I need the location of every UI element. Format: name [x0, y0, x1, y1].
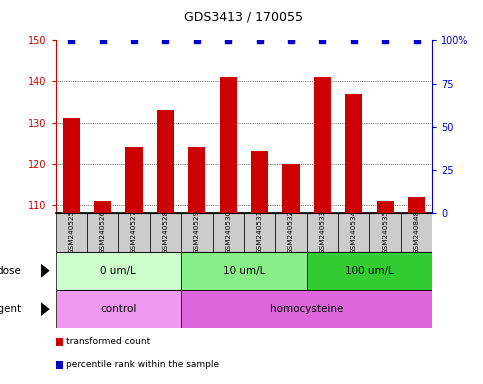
Text: GSM240529: GSM240529 — [194, 210, 200, 255]
Bar — [345, 94, 362, 213]
Text: 100 um/L: 100 um/L — [345, 266, 394, 276]
Bar — [181, 252, 307, 290]
Bar — [56, 290, 181, 328]
Bar — [251, 151, 268, 213]
Text: GSM240533: GSM240533 — [319, 210, 326, 255]
Text: agent: agent — [0, 304, 22, 314]
Bar — [275, 213, 307, 252]
Bar — [56, 252, 181, 290]
Text: homocysteine: homocysteine — [270, 304, 343, 314]
Text: GSM240535: GSM240535 — [382, 210, 388, 255]
Text: 0 um/L: 0 um/L — [100, 266, 136, 276]
Text: GSM240528: GSM240528 — [162, 210, 169, 255]
Bar — [150, 213, 181, 252]
Bar — [307, 252, 432, 290]
Bar — [181, 290, 432, 328]
Bar — [56, 213, 87, 252]
Text: control: control — [100, 304, 137, 314]
Text: GSM240848: GSM240848 — [413, 210, 420, 255]
Text: GSM240534: GSM240534 — [351, 210, 357, 255]
Bar — [244, 213, 275, 252]
Bar — [369, 213, 401, 252]
Bar — [338, 213, 369, 252]
Bar — [126, 147, 142, 213]
Bar — [377, 201, 394, 213]
Text: dose: dose — [0, 266, 22, 276]
Bar — [87, 213, 118, 252]
Text: GSM240525: GSM240525 — [68, 210, 74, 255]
Text: percentile rank within the sample: percentile rank within the sample — [66, 360, 219, 369]
Bar — [63, 119, 80, 213]
Bar — [283, 164, 299, 213]
Text: GSM240530: GSM240530 — [225, 210, 231, 255]
Bar — [188, 147, 205, 213]
Text: GSM240532: GSM240532 — [288, 210, 294, 255]
Text: GSM240526: GSM240526 — [99, 210, 106, 255]
Bar — [408, 197, 425, 213]
Text: GSM240527: GSM240527 — [131, 210, 137, 255]
Text: GSM240531: GSM240531 — [256, 210, 263, 255]
Text: 10 um/L: 10 um/L — [223, 266, 265, 276]
Bar — [307, 213, 338, 252]
Bar — [157, 110, 174, 213]
Bar — [314, 77, 331, 213]
Bar — [401, 213, 432, 252]
Bar — [220, 77, 237, 213]
Bar — [181, 213, 213, 252]
Bar — [94, 201, 111, 213]
Text: GDS3413 / 170055: GDS3413 / 170055 — [185, 11, 303, 24]
Text: transformed count: transformed count — [66, 337, 150, 346]
Bar — [118, 213, 150, 252]
Bar — [213, 213, 244, 252]
